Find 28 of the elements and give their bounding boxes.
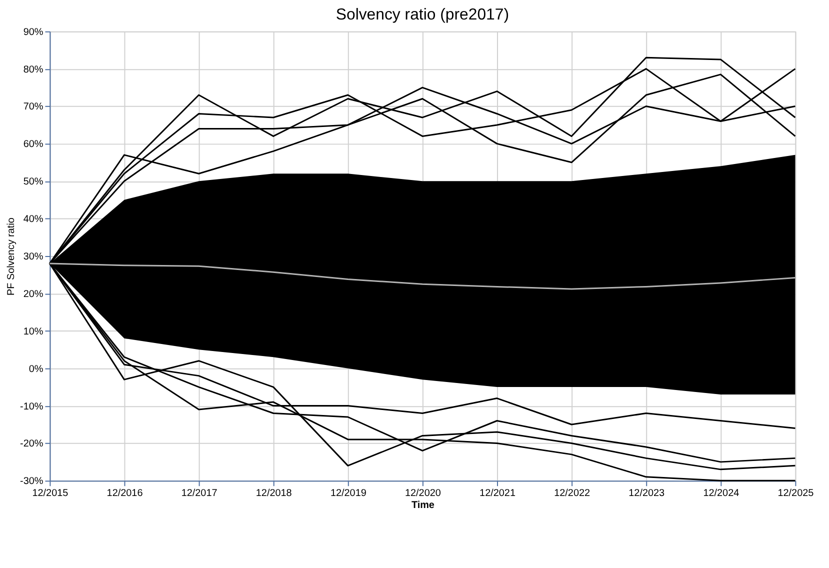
y-tick-label: 60% [23, 139, 44, 150]
y-axis-title: PF Solvency ratio [6, 217, 18, 296]
x-tick-label: 12/2019 [330, 488, 367, 500]
x-tick-label: 12/2015 [32, 488, 69, 500]
line-series [48, 262, 796, 290]
x-tick-label: 12/2018 [256, 488, 292, 500]
y-tick-label: -30% [20, 476, 44, 488]
x-axis-title: Time [411, 500, 435, 511]
y-tick-label: -20% [20, 438, 44, 450]
y-tick-label: 20% [23, 288, 44, 300]
y-tick-label: 40% [23, 214, 44, 226]
x-tick-label: 12/2016 [106, 488, 144, 500]
x-tick-label: 12/2021 [480, 488, 516, 500]
x-tick-label: 12/2025 [778, 488, 814, 500]
x-tick-label: 12/2024 [703, 488, 740, 500]
y-tick-label: 0% [28, 364, 44, 375]
y-tick-label: 10% [23, 326, 44, 338]
y-tick-label: 80% [23, 64, 44, 76]
x-tick-label: 12/2023 [628, 488, 666, 500]
y-tick-label: 50% [23, 176, 44, 188]
x-tick-label: 12/2020 [404, 488, 442, 500]
chart-title: Solvency ratio (pre2017) [336, 6, 510, 24]
x-tick-label: 12/2022 [554, 488, 590, 500]
y-tick-label: 30% [23, 251, 44, 262]
x-tick-label: 12/2017 [181, 488, 218, 500]
y-tick-label: 90% [23, 26, 44, 38]
y-tick-label: 70% [23, 102, 44, 113]
y-tick-label: -10% [20, 401, 44, 412]
